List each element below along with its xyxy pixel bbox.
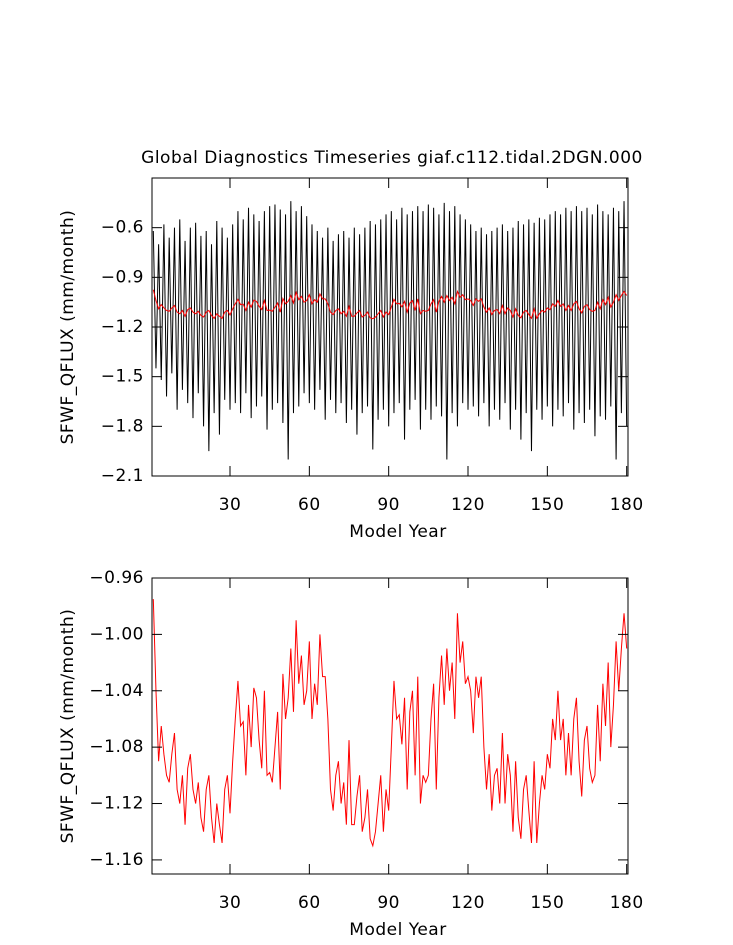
- y-tick-label: −1.00: [89, 624, 144, 644]
- x-tick-label: 150: [530, 893, 564, 913]
- series-line: [152, 289, 628, 320]
- y-tick-label: −1.5: [101, 367, 144, 387]
- series-line: [152, 201, 628, 460]
- y-tick-label: −1.8: [101, 416, 144, 436]
- y-axis-label: SFWF_QFLUX (mm/month): [58, 210, 78, 445]
- x-tick-label: 90: [377, 495, 400, 515]
- y-axis-label: SFWF_QFLUX (mm/month): [58, 609, 78, 844]
- x-tick-label: 60: [298, 495, 321, 515]
- plot-frame: [151, 577, 629, 875]
- y-tick-label: −1.12: [89, 794, 144, 814]
- x-tick-label: 180: [610, 495, 644, 515]
- x-tick-label: 30: [219, 893, 242, 913]
- y-tick-label: −1.04: [89, 681, 144, 701]
- chart-title: Global Diagnostics Timeseries giaf.c112.…: [141, 148, 643, 168]
- x-tick-label: 90: [377, 893, 400, 913]
- x-axis-label: Model Year: [349, 920, 446, 940]
- y-tick-label: −1.08: [89, 737, 144, 757]
- y-tick-label: −2.1: [101, 466, 144, 486]
- y-tick-label: −0.6: [101, 218, 144, 238]
- series-line: [152, 599, 628, 848]
- x-axis-label: Model Year: [349, 522, 446, 542]
- y-tick-label: −1.2: [101, 317, 144, 337]
- x-tick-label: 180: [610, 893, 644, 913]
- x-tick-label: 120: [451, 495, 485, 515]
- x-tick-label: 30: [219, 495, 242, 515]
- y-tick-label: −1.16: [89, 850, 144, 870]
- x-tick-label: 120: [451, 893, 485, 913]
- x-tick-label: 150: [530, 495, 564, 515]
- x-tick-label: 60: [298, 893, 321, 913]
- y-tick-label: −0.96: [89, 568, 144, 588]
- y-tick-label: −0.9: [101, 267, 144, 287]
